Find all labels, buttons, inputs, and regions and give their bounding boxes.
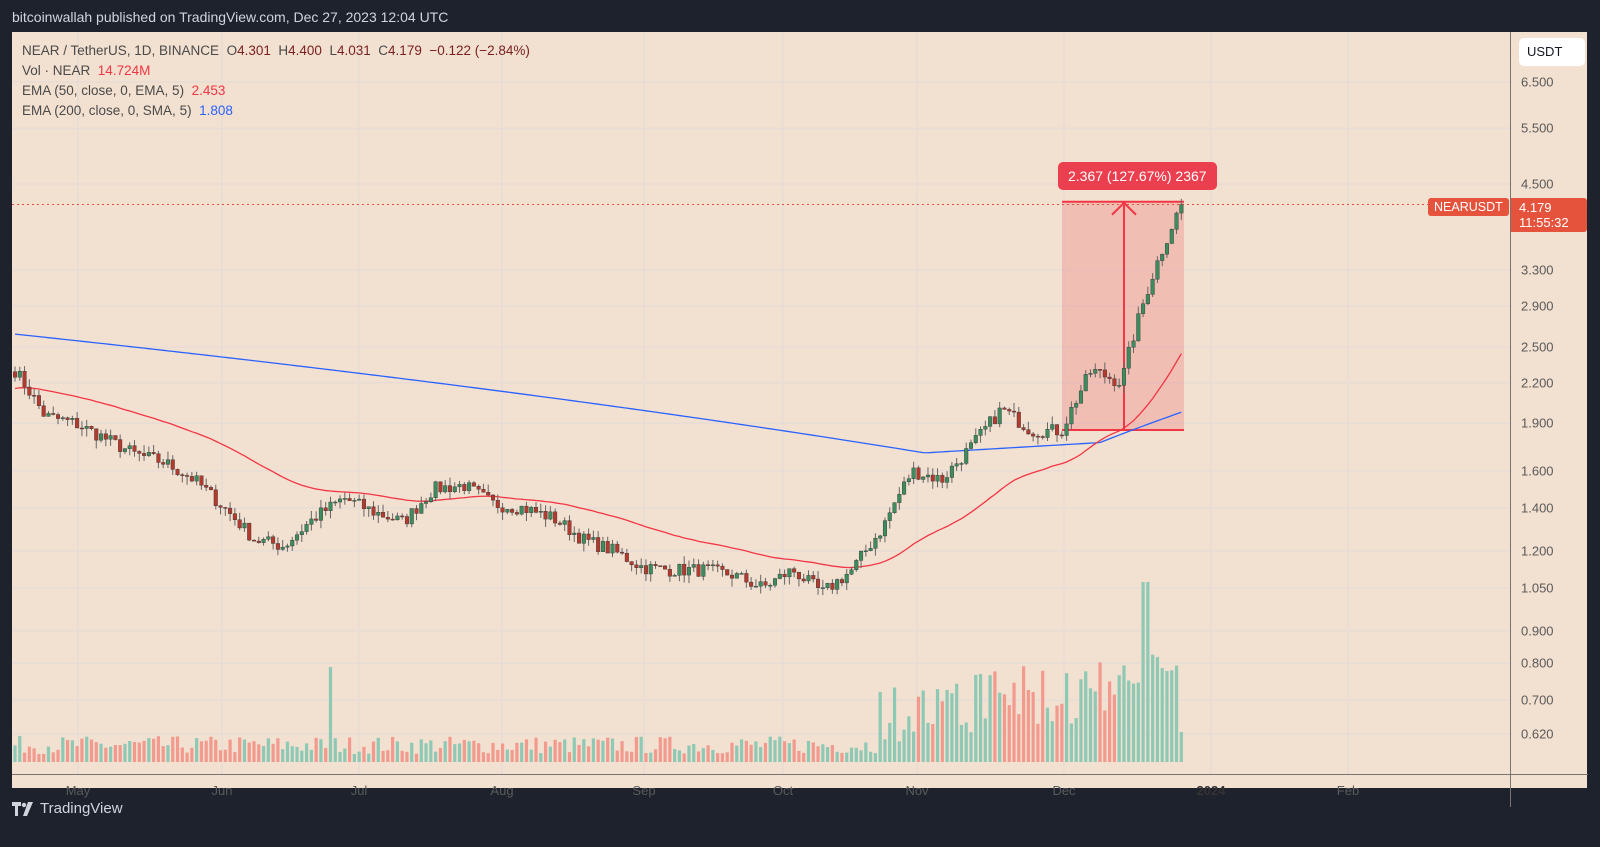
legend-symbol-row[interactable]: NEAR / TetherUS, 1D, BINANCE O4.301 H4.4… — [22, 41, 530, 61]
candlestick-chart[interactable] — [12, 32, 1510, 774]
plot-area[interactable]: NEAR / TetherUS, 1D, BINANCE O4.301 H4.4… — [12, 32, 1510, 774]
volume-label: Vol · NEAR — [22, 63, 91, 78]
price-tick: 0.800 — [1521, 655, 1554, 671]
ema50-label: EMA (50, close, 0, EMA, 5) — [22, 83, 185, 98]
chart-frame: NEAR / TetherUS, 1D, BINANCE O4.301 H4.4… — [12, 32, 1588, 807]
open-value: 4.301 — [237, 43, 271, 58]
time-tick: Dec — [1052, 783, 1076, 798]
price-tick: 0.700 — [1521, 692, 1554, 708]
ema200-value: 1.808 — [199, 103, 233, 118]
time-tick: Feb — [1336, 783, 1360, 798]
axis-corner — [1510, 774, 1588, 807]
time-tick: Jun — [211, 783, 233, 798]
ema50-value: 2.453 — [191, 83, 226, 98]
footer: TradingView — [12, 800, 123, 817]
time-tick: Nov — [905, 783, 929, 798]
volume-value: 14.724M — [97, 63, 151, 78]
change-value: −0.122 (−2.84%) — [429, 43, 530, 58]
published-caption: bitcoinwallah published on TradingView.c… — [12, 9, 449, 25]
legend-ema50-row[interactable]: EMA (50, close, 0, EMA, 5) 2.453 — [22, 81, 530, 101]
time-tick: Oct — [772, 783, 794, 798]
price-tick: 0.900 — [1521, 623, 1554, 639]
currency-button[interactable]: USDT — [1519, 38, 1585, 66]
close-label: C — [378, 43, 389, 58]
price-tick: 1.600 — [1521, 463, 1554, 479]
ema200-label: EMA (200, close, 0, SMA, 5) — [22, 103, 192, 118]
price-tick: 4.500 — [1521, 176, 1554, 192]
bar-countdown: 11:55:32 — [1519, 215, 1569, 230]
price-tick: 1.900 — [1521, 415, 1554, 431]
symbol-price-label: NEARUSDT — [1428, 198, 1509, 216]
price-tick: 1.200 — [1521, 543, 1554, 559]
tradingview-logo-icon[interactable] — [12, 800, 34, 817]
price-tick: 1.400 — [1521, 500, 1554, 516]
footer-brand[interactable]: TradingView — [40, 800, 123, 817]
price-tick: 2.200 — [1521, 375, 1554, 391]
legend: NEAR / TetherUS, 1D, BINANCE O4.301 H4.4… — [22, 41, 530, 121]
symbol-title: NEAR / TetherUS, 1D, BINANCE — [22, 43, 220, 58]
price-tick: 2.500 — [1521, 339, 1554, 355]
time-tick: Jul — [350, 783, 368, 798]
low-value: 4.031 — [336, 43, 371, 58]
price-tick: 0.620 — [1521, 726, 1554, 742]
time-tick: Sep — [632, 783, 656, 798]
time-axis[interactable]: May Jun Jul Aug Sep Oct Nov Dec 2024 Feb — [12, 774, 1510, 807]
high-label: H — [278, 43, 289, 58]
price-tick: 6.500 — [1521, 74, 1554, 90]
legend-volume-row[interactable]: Vol · NEAR 14.724M — [22, 61, 530, 81]
price-axis[interactable]: USDT 6.500 5.500 4.500 3.300 2.900 2.500 2.200… — [1510, 32, 1588, 774]
price-tick: 1.050 — [1521, 580, 1554, 596]
price-tick: 2.900 — [1521, 298, 1554, 314]
time-tick: 2024 — [1196, 783, 1226, 798]
price-tick: 3.300 — [1521, 262, 1554, 278]
close-value: 4.179 — [388, 43, 422, 58]
last-price-label: 4.179 11:55:32 — [1511, 198, 1587, 232]
legend-ema200-row[interactable]: EMA (200, close, 0, SMA, 5) 1.808 — [22, 101, 530, 121]
time-tick: Aug — [490, 783, 514, 798]
low-label: L — [329, 43, 337, 58]
high-value: 4.400 — [288, 43, 322, 58]
last-price-value: 4.179 — [1519, 200, 1552, 215]
open-label: O — [226, 43, 238, 58]
price-range-measure-label[interactable]: 2.367 (127.67%) 2367 — [1058, 162, 1217, 190]
time-tick: May — [65, 783, 91, 798]
price-tick: 5.500 — [1521, 120, 1554, 136]
